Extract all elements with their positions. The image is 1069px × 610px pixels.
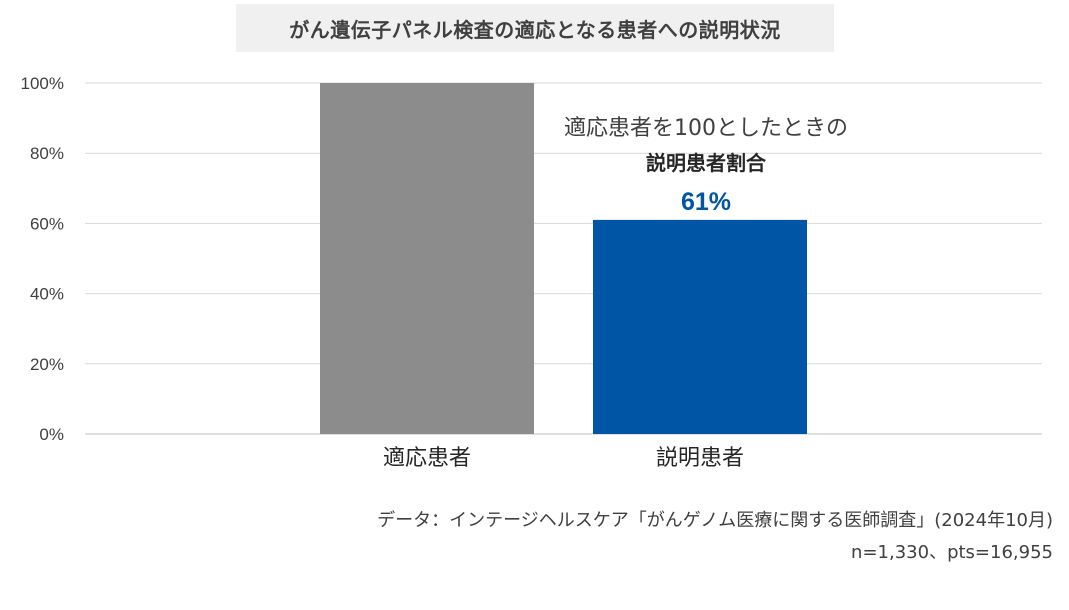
sample-size-note: n=1,330、pts=16,955 (851, 542, 1053, 563)
annotation-line1: 適応患者を100としたときの (564, 116, 848, 141)
y-tick-label: 40% (30, 285, 64, 304)
data-source-note: データ：インテージヘルスケア「がんゲノム医療に関する医師調査」(2024年10月… (377, 510, 1053, 531)
y-tick-label: 20% (30, 355, 64, 374)
bar-eligible-patients (320, 83, 534, 434)
x-category-label: 適応患者 (383, 446, 471, 471)
y-tick-label: 80% (30, 144, 64, 163)
bar-explained-patients (593, 219, 807, 434)
bar-chart: 0% 20% 40% 60% 80% 100% 適応患者 説明患者 適応患者を100としたときの… (21, 74, 1042, 471)
y-tick-label: 100% (21, 74, 64, 93)
annotation-line2: 説明患者割合 (646, 151, 767, 175)
data-label-explained-percent: 61% (681, 188, 731, 216)
chart-title: がん遺伝子パネル検査の適応となる患者への説明状況 (289, 17, 781, 42)
chart-title-box: がん遺伝子パネル検査の適応となる患者への説明状況 (236, 4, 834, 52)
y-tick-label: 0% (39, 425, 64, 444)
y-tick-label: 60% (30, 214, 64, 233)
x-category-label: 説明患者 (656, 446, 744, 471)
